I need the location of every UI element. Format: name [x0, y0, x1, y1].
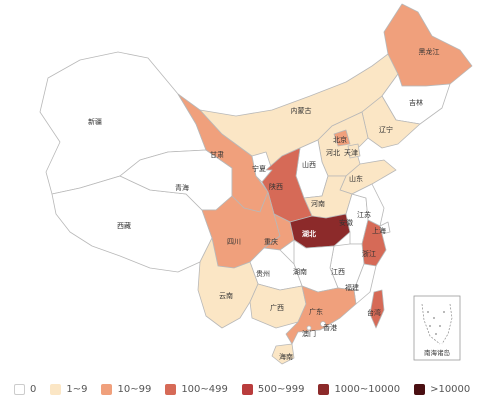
legend-label: 1~9 [66, 383, 88, 395]
province-tianjin[interactable] [347, 143, 361, 159]
label-shanghai: 上海 [372, 226, 386, 235]
label-xianggang: 香港 [323, 323, 337, 332]
legend-item[interactable]: >10000 [414, 383, 471, 395]
province-aomen[interactable] [306, 325, 312, 331]
province-hainan[interactable] [271, 343, 295, 365]
label-yunnan: 云南 [219, 291, 233, 300]
legend-swatch [101, 383, 113, 395]
province-labels: 新疆 西藏 青海 甘肃 内蒙古 黑龙江 吉林 辽宁 北京 河北 天津 山西 山东… [88, 47, 440, 361]
legend-swatch [414, 383, 426, 395]
label-hebei: 河北 [326, 149, 340, 157]
label-jiangxi: 江西 [331, 268, 345, 276]
label-anhui: 安徽 [339, 218, 353, 227]
legend-label: 100~499 [181, 383, 228, 395]
label-fujian: 福建 [345, 283, 359, 292]
label-hunan: 湖南 [293, 267, 307, 276]
label-aomen: 澳门 [302, 329, 316, 338]
label-heilongjiang: 黑龙江 [419, 47, 440, 56]
label-shaanxi: 陕西 [269, 182, 283, 191]
label-henan: 河南 [311, 199, 325, 208]
legend-swatch [50, 383, 62, 395]
legend-swatch [318, 383, 330, 395]
label-guizhou: 贵州 [256, 269, 270, 278]
legend-item[interactable]: 1~9 [50, 383, 88, 395]
label-xizang: 西藏 [117, 221, 131, 230]
label-liaoning: 辽宁 [379, 125, 393, 134]
legend-label: 0 [30, 383, 37, 395]
label-guangdong: 广东 [309, 307, 323, 316]
label-beijing: 北京 [333, 135, 347, 144]
label-xinjiang: 新疆 [88, 117, 102, 126]
legend: 0 1~9 10~99 100~499 500~999 1000~10000 >10000 [14, 380, 470, 398]
label-taiwan: 台湾 [367, 308, 381, 317]
label-neimenggu: 内蒙古 [291, 106, 312, 115]
label-shandong: 山东 [349, 174, 363, 183]
legend-item[interactable]: 500~999 [241, 383, 305, 395]
china-map: 南海诸岛 新疆 西藏 青海 甘肃 内蒙古 黑龙江 吉林 辽宁 北京 河北 天津 … [39, 3, 473, 365]
label-chongqing: 重庆 [264, 237, 278, 246]
province-taiwan[interactable] [369, 289, 385, 329]
legend-label: >10000 [430, 383, 471, 395]
province-liaoning[interactable] [361, 95, 421, 149]
label-hubei: 湖北 [302, 229, 316, 238]
legend-item[interactable]: 1000~10000 [318, 383, 401, 395]
legend-item[interactable]: 100~499 [165, 383, 228, 395]
label-guangxi: 广西 [270, 303, 284, 312]
label-jiangsu: 江苏 [357, 210, 371, 219]
label-gansu: 甘肃 [210, 150, 224, 159]
province-beijing[interactable] [333, 129, 351, 147]
label-qinghai: 青海 [175, 183, 189, 192]
province-xianggang[interactable] [320, 321, 326, 327]
south-china-sea-inset: 南海诸岛 [413, 295, 461, 361]
label-tianjin: 天津 [344, 149, 358, 157]
legend-swatch [165, 383, 177, 395]
legend-item[interactable]: 0 [14, 383, 37, 395]
legend-item[interactable]: 10~99 [101, 383, 152, 395]
inset-label: 南海诸岛 [424, 348, 450, 357]
label-jilin: 吉林 [409, 98, 423, 107]
label-shanxi: 山西 [302, 160, 316, 169]
legend-label: 500~999 [257, 383, 305, 395]
label-sichuan: 四川 [227, 238, 241, 246]
legend-swatch [241, 383, 253, 395]
label-hainan: 海南 [279, 352, 293, 361]
label-ningxia: 宁夏 [252, 164, 266, 173]
legend-label: 1000~10000 [334, 383, 401, 395]
province-guangdong[interactable] [285, 285, 357, 345]
label-zhejiang: 浙江 [362, 249, 376, 258]
legend-swatch [14, 383, 25, 395]
legend-label: 10~99 [117, 383, 152, 395]
